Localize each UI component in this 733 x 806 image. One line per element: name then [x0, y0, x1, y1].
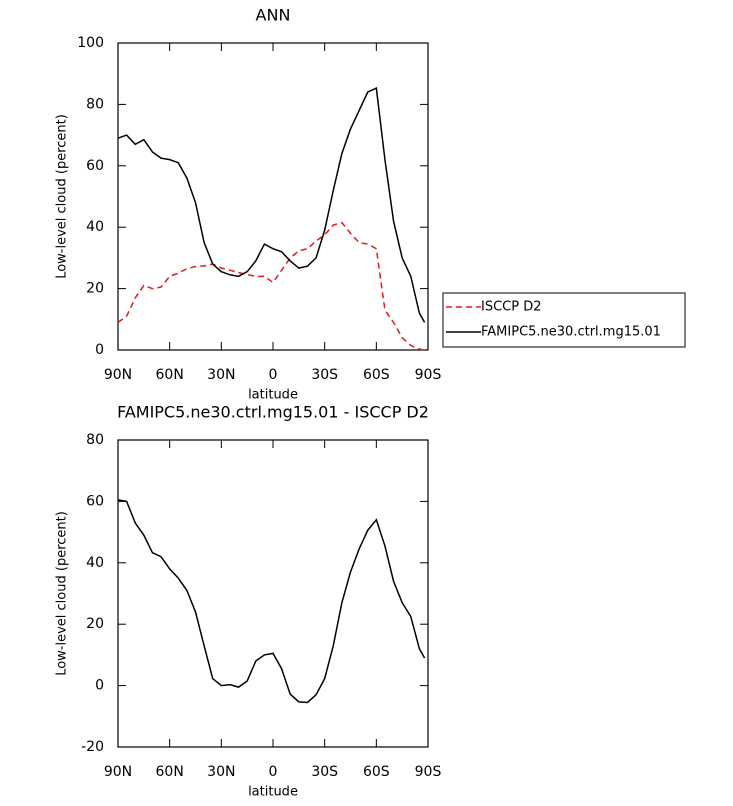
y-tick-label: 0: [95, 678, 104, 694]
x-tick-label: 30N: [207, 764, 235, 780]
x-tick-label: 90S: [415, 367, 442, 383]
x-tick-label: 30N: [207, 367, 235, 383]
y-tick-label: 40: [86, 555, 104, 571]
x-tick-label: 90N: [104, 367, 132, 383]
x-tick-label: 0: [269, 367, 278, 383]
legend-label: ISCCP D2: [481, 300, 542, 315]
x-axis-label: latitude: [248, 388, 298, 403]
y-tick-label: 80: [86, 96, 104, 112]
plot-frame: [117, 439, 429, 748]
x-tick-label: 30S: [311, 367, 338, 383]
x-axis-label: latitude: [248, 785, 298, 800]
y-axis-label: Low-level cloud (percent): [55, 114, 70, 279]
x-tick-label: 30S: [311, 764, 338, 780]
y-tick-label: 40: [86, 219, 104, 235]
y-tick-label: -20: [81, 739, 104, 755]
y-tick-label: 60: [86, 158, 104, 174]
y-tick-label: 20: [86, 616, 104, 632]
x-tick-label: 90S: [415, 764, 442, 780]
y-axis-label: Low-level cloud (percent): [55, 511, 70, 676]
chart-title: FAMIPC5.ne30.ctrl.mg15.01 - ISCCP D2: [117, 403, 429, 422]
y-tick-label: 20: [86, 281, 104, 297]
x-tick-label: 90N: [104, 764, 132, 780]
x-tick-label: 60N: [156, 764, 184, 780]
x-tick-label: 0: [269, 764, 278, 780]
data-line: [117, 87, 426, 323]
chart-title: ANN: [256, 6, 291, 25]
x-tick-label: 60S: [363, 367, 390, 383]
x-tick-label: 60S: [363, 764, 390, 780]
y-tick-label: 0: [95, 342, 104, 358]
x-tick-label: 60N: [156, 367, 184, 383]
data-line: [117, 499, 426, 704]
legend-label: FAMIPC5.ne30.ctrl.mg15.01: [481, 325, 661, 340]
y-tick-label: 100: [77, 35, 104, 51]
y-tick-label: 80: [86, 432, 104, 448]
y-tick-label: 60: [86, 493, 104, 509]
data-line: [117, 221, 425, 351]
legend-box: [442, 292, 686, 348]
plot-frame: [117, 42, 429, 351]
